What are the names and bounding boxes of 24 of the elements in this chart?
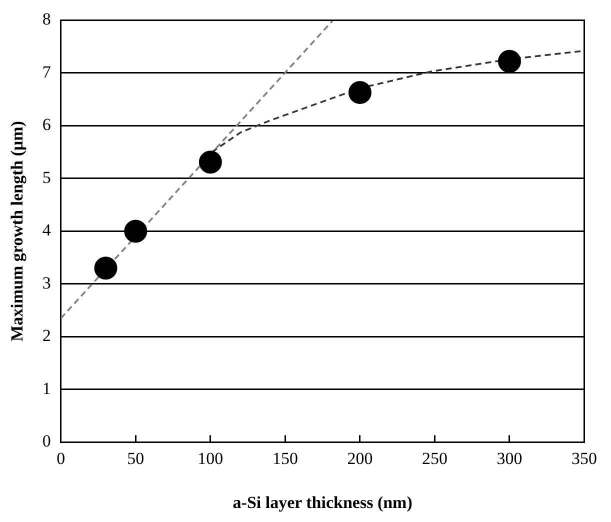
x-tick-label: 0 [56,448,66,468]
y-tick-label: 6 [42,115,51,134]
point [94,256,118,280]
x-tick-label: 250 [422,448,448,468]
y-tick-label: 8 [42,10,51,29]
x-axis-title: a-Si layer thickness (nm) [232,493,412,512]
point [198,150,222,174]
point [124,220,148,243]
y-axis-title: Maximum growth length (μm) [8,121,27,342]
x-tick-label: 300 [496,448,522,468]
x-tick-label: 50 [127,448,144,468]
y-tick-label: 0 [42,432,51,451]
point [348,80,372,104]
y-tick-label: 2 [42,326,51,346]
x-tick-label: 150 [272,448,298,468]
y-tick-label: 7 [42,62,52,82]
point [498,50,521,73]
x-tick-label: 100 [198,448,224,468]
y-tick-label: 5 [42,168,51,187]
y-tick-label: 4 [42,220,52,240]
y-tick-label: 1 [42,378,51,398]
x-tick-label: 200 [347,448,373,468]
x-tick-label: 350 [572,448,597,468]
y-tick-label: 3 [42,273,51,292]
